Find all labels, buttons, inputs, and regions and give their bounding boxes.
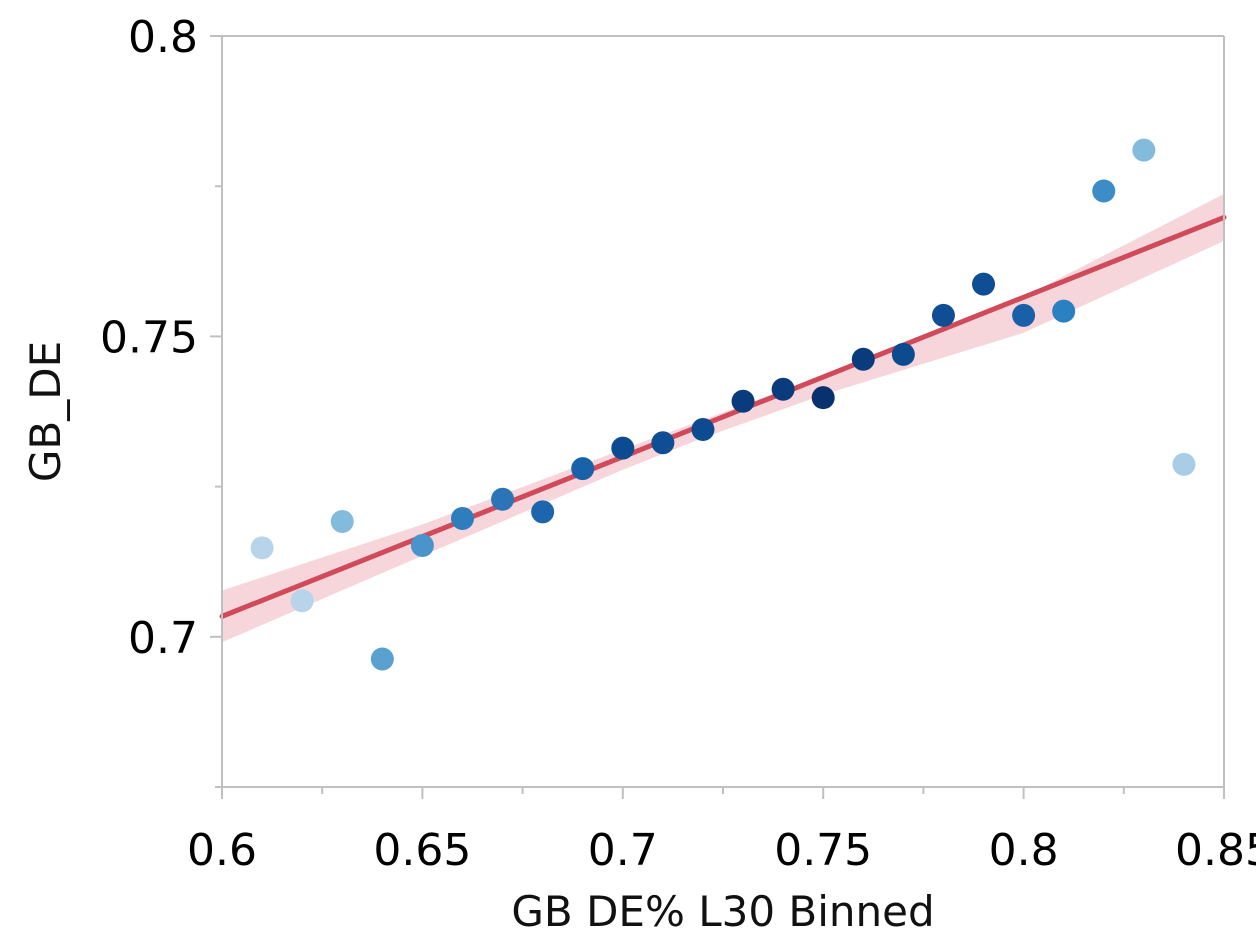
- data-point: [1132, 138, 1156, 162]
- data-point: [1052, 299, 1076, 323]
- data-points-layer: [250, 138, 1196, 671]
- y-tick-label: 0.7: [128, 613, 198, 664]
- fit-line: [219, 214, 1227, 619]
- plot-frame: [221, 35, 1225, 788]
- x-tick-label: 0.85: [1175, 825, 1256, 876]
- data-point: [771, 377, 795, 401]
- data-point: [410, 533, 434, 557]
- x-tick-label: 0.7: [588, 825, 658, 876]
- data-point: [531, 500, 555, 524]
- data-point: [651, 431, 675, 455]
- data-point: [290, 589, 314, 613]
- x-axis-title: GB DE% L30 Binned: [511, 887, 934, 936]
- data-point: [731, 389, 755, 413]
- x-tick-label: 0.65: [373, 825, 471, 876]
- data-point: [330, 509, 354, 533]
- y-axis-title: GB_DE: [21, 341, 70, 482]
- y-tick-label: 0.75: [100, 312, 198, 363]
- data-point: [611, 436, 635, 460]
- data-point: [250, 536, 274, 560]
- data-point: [851, 347, 875, 371]
- data-point: [691, 418, 715, 442]
- data-point: [1092, 179, 1116, 203]
- data-point: [811, 386, 835, 410]
- y-tick-label: 0.8: [128, 12, 198, 63]
- x-tick-label: 0.6: [187, 825, 257, 876]
- x-tick-label: 0.75: [774, 825, 872, 876]
- data-point: [450, 506, 474, 530]
- data-point: [1172, 452, 1196, 476]
- data-point: [891, 342, 915, 366]
- data-point: [1012, 303, 1036, 327]
- fit-line-layer: [219, 214, 1227, 619]
- data-point: [571, 457, 595, 481]
- data-point: [370, 647, 394, 671]
- tick-labels: 0.6 0.65 0.7 0.75 0.8 0.85 0.7 0.75 0.8: [100, 12, 1256, 876]
- axis-ticks: [210, 35, 1225, 799]
- data-point: [491, 487, 515, 511]
- x-tick-label: 0.8: [989, 825, 1059, 876]
- data-point: [931, 303, 955, 327]
- data-point: [972, 272, 996, 296]
